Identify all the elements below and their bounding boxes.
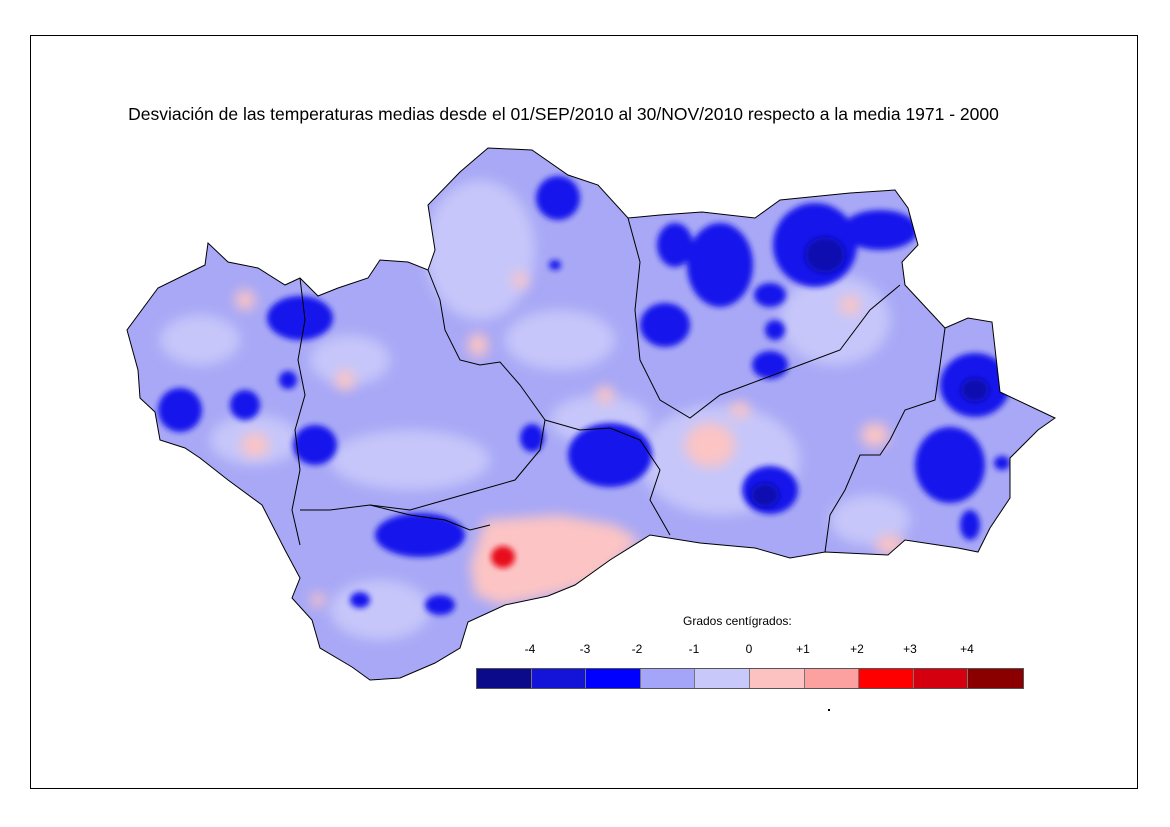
map-title: Desviación de las temperaturas medias de… <box>128 104 999 124</box>
legend-tick: -4 <box>524 642 536 656</box>
legend-swatch <box>477 669 532 688</box>
hot-anomaly-area <box>491 546 515 568</box>
legend-tick: -1 <box>688 642 700 656</box>
legend-swatch <box>913 669 969 688</box>
legend-tick: -3 <box>579 642 591 656</box>
legend-swatch <box>695 669 750 688</box>
legend-swatch <box>804 669 860 688</box>
legend-swatch <box>640 669 696 688</box>
legend-title: Grados centígrados: <box>683 614 792 628</box>
legend-tick: 0 <box>745 642 753 656</box>
legend-swatch <box>859 669 914 688</box>
legend-tick: +4 <box>960 642 974 656</box>
legend-dot <box>828 709 830 711</box>
legend-swatch <box>749 669 805 688</box>
legend-swatch <box>531 669 587 688</box>
warm-anomaly-areas <box>235 272 905 607</box>
legend-color-bar <box>476 668 1024 689</box>
legend-swatch <box>968 669 1023 688</box>
province-borders <box>291 217 946 553</box>
legend-tick: +3 <box>903 642 917 656</box>
legend-tick: -2 <box>631 642 643 656</box>
map-frame <box>30 35 1138 789</box>
legend-tick: +1 <box>796 642 810 656</box>
legend-tick: +2 <box>850 642 864 656</box>
very-cold-anomaly-areas <box>751 237 989 507</box>
legend-swatch <box>586 669 641 688</box>
